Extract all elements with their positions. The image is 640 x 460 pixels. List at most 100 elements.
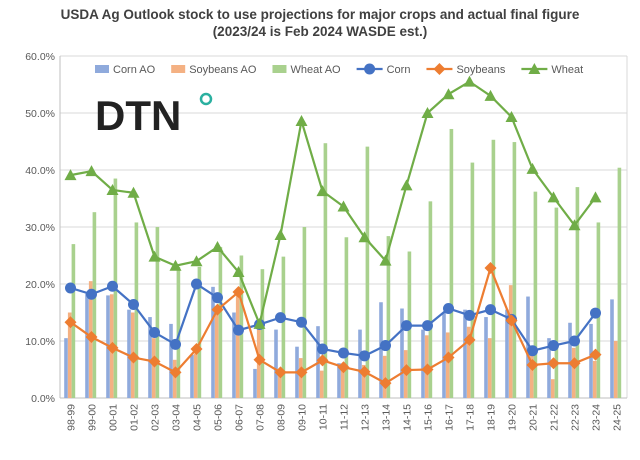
point-wheat [463, 75, 476, 87]
point-corn [401, 320, 412, 332]
dtn-logo: DTN [95, 92, 213, 139]
point-soybeans [505, 314, 518, 327]
point-soybeans [253, 353, 266, 366]
x-tick-label: 10-11 [318, 404, 330, 430]
bar-soybeans-ao [361, 364, 366, 398]
x-tick-label: 24-25 [612, 404, 624, 431]
bar-corn-ao [526, 296, 530, 398]
point-soybeans [295, 366, 308, 379]
x-tick-label: 06-07 [234, 404, 246, 431]
bar-corn-ao [589, 323, 593, 398]
point-soybeans [463, 333, 476, 346]
bar-soybeans-ao [550, 379, 555, 398]
x-tick-label: 99-00 [87, 404, 99, 431]
point-wheat [442, 88, 455, 100]
point-soybeans [85, 331, 98, 344]
point-wheat [64, 169, 77, 181]
point-corn [107, 280, 118, 292]
bar-corn-ao [400, 308, 404, 398]
bar-corn-ao [148, 317, 152, 398]
point-wheat [127, 186, 140, 198]
point-soybeans [190, 342, 203, 355]
bar-soybeans-ao [592, 360, 597, 398]
x-tick-label: 09-10 [297, 404, 309, 431]
legend-label: Corn AO [113, 64, 156, 76]
point-corn [65, 282, 76, 294]
point-wheat [589, 191, 602, 203]
dtn-logo-text: DTN [95, 92, 181, 139]
bar-soybeans-ao [529, 352, 534, 398]
point-wheat [232, 266, 245, 278]
bar-soybeans-ao [508, 285, 513, 398]
bar-wheat-ao [470, 162, 475, 398]
point-wheat [568, 219, 581, 231]
bar-corn-ao [190, 354, 194, 398]
x-tick-label: 23-24 [591, 404, 603, 431]
bar-wheat-ao [218, 246, 223, 398]
point-corn [149, 326, 160, 338]
bar-corn-ao [169, 323, 173, 398]
bar-wheat-ao [92, 212, 97, 398]
x-tick-label: 22-23 [570, 404, 582, 431]
point-corn [233, 324, 244, 336]
bar-corn-ao [232, 312, 236, 398]
x-tick-label: 12-13 [360, 404, 372, 431]
x-tick-label: 00-01 [108, 404, 120, 431]
x-tick-label: 15-16 [423, 404, 435, 431]
bar-soybeans-ao [172, 359, 177, 398]
legend-label: Soybeans [456, 64, 505, 76]
bar-wheat-ao [323, 143, 328, 398]
point-soybeans [337, 361, 350, 374]
point-corn [527, 345, 538, 357]
point-soybeans [358, 365, 371, 378]
bar-wheat-ao [302, 227, 307, 398]
y-tick-label: 20.0% [25, 279, 55, 291]
bar-wheat-ao [197, 266, 202, 398]
x-tick-label: 11-12 [339, 404, 351, 430]
bar-corn-ao [379, 302, 383, 398]
point-soybeans [568, 357, 581, 370]
point-corn [296, 316, 307, 328]
x-tick-label: 13-14 [381, 404, 393, 431]
legend-swatch [95, 65, 109, 73]
chart-title-line: USDA Ag Outlook stock to use projections… [60, 7, 580, 22]
point-corn [359, 350, 370, 362]
legend: Corn AO Soybeans AO Wheat AO Corn Soybeans Wh… [95, 64, 583, 76]
bar-wheat-ao [554, 207, 559, 398]
bar-corn-ao [484, 317, 488, 398]
bar-corn-ao [442, 312, 446, 398]
x-tick-label: 18-19 [486, 404, 498, 431]
point-soybeans [421, 363, 434, 376]
point-soybeans [547, 357, 560, 370]
bar-wheat-ao [176, 266, 181, 398]
x-tick-label: 05-06 [213, 404, 225, 431]
bar-soybeans-ao [277, 369, 282, 398]
bar-corn-ao [274, 329, 278, 398]
bar-soybeans-ao [613, 341, 618, 398]
bar-corn-ao [610, 299, 614, 398]
point-corn [86, 288, 97, 300]
point-corn [170, 338, 181, 350]
legend-label: Wheat [551, 64, 583, 76]
bar-soybeans-ao [193, 353, 198, 398]
point-corn [569, 335, 580, 347]
y-tick-label: 50.0% [25, 108, 55, 120]
x-tick-label: 04-05 [192, 404, 204, 431]
bar-wheat-ao [260, 269, 265, 398]
point-corn [191, 278, 202, 290]
bar-corn-ao [85, 293, 89, 398]
point-corn [443, 303, 454, 315]
bar-corn-ao [547, 338, 551, 398]
x-tick-label: 17-18 [465, 404, 477, 431]
bar-soybeans-ao [151, 338, 156, 398]
point-soybeans [526, 358, 539, 371]
bar-wheat-ao [512, 142, 517, 398]
point-wheat [190, 255, 203, 267]
x-tick-label: 16-17 [444, 404, 456, 431]
point-soybeans [148, 355, 161, 368]
point-corn [380, 340, 391, 352]
legend-label: Corn [387, 64, 411, 76]
bar-soybeans-ao [445, 332, 450, 398]
point-wheat [169, 259, 182, 271]
